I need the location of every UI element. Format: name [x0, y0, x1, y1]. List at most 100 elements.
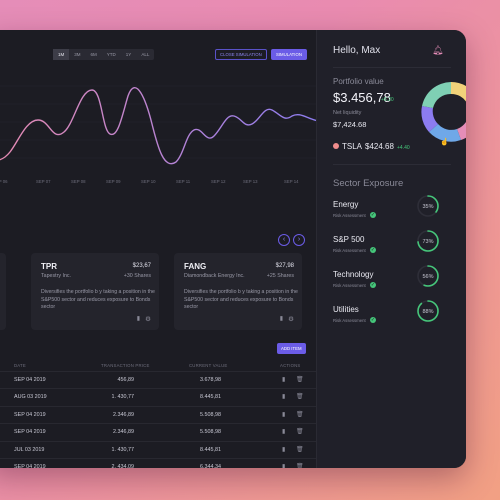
simulation-button[interactable]: SIMULATION [271, 49, 307, 60]
allocation-donut[interactable]: ☝ [417, 77, 466, 147]
tsla-ticker: TSLA [342, 142, 363, 151]
row-current-value: 5.508,98 [200, 429, 221, 436]
risk-label: Risk Assessment [333, 318, 366, 323]
row-date: SEP 04 2019 [14, 411, 46, 418]
x-tick-label: SEP 06 [0, 179, 8, 184]
sector-name: Utilities [333, 305, 359, 314]
bell-icon[interactable]: 🔔︎ [432, 45, 444, 55]
row-transaction-price: 2. 434,09 [111, 464, 134, 468]
sector-ring: 73% [417, 230, 439, 252]
col-current-value: CURRENT VALUE [189, 363, 228, 368]
stock-card-tpr[interactable]: TPR $23,67 Tapestry Inc. +30 Shares Dive… [31, 253, 159, 330]
risk-label: Risk Assessment [333, 213, 366, 218]
chart-series-line [0, 87, 316, 165]
tsla-price: $424.68 [365, 142, 394, 151]
card-description: Diversifies the portfolio b y taking a p… [184, 289, 298, 310]
sector-percent: 56% [422, 274, 433, 280]
col-actions: ACTIONS [280, 363, 301, 368]
add-item-button[interactable]: ADD ITEM [277, 343, 306, 354]
close-simulation-button[interactable]: CLOSE SIMULATION [215, 49, 267, 60]
x-tick-label: SEP 09 [106, 179, 121, 184]
portfolio-line-chart [0, 85, 316, 165]
gear-icon[interactable]: ⚙ [288, 316, 294, 323]
card-description: Diversifies the portfolio b y taking a p… [41, 289, 155, 310]
stock-card-fang[interactable]: FANG $27,98 Diamondback Energy Inc. +25 … [174, 253, 302, 330]
table-row: AUG 03 2019 1. 430,77 8.445,81 ▮ 🗑︎ [0, 388, 316, 406]
check-icon: ✓ [370, 282, 376, 288]
stock-card-partial[interactable]: $ s ⚙ [0, 253, 6, 330]
bar-chart-icon[interactable]: ▮ [279, 316, 283, 322]
trash-icon[interactable]: 🗑︎ [296, 394, 304, 401]
sector-ring: 56% [417, 265, 439, 287]
app-window: 1M 3M 6M YTD 1Y ALL CLOSE SIMULATION SIM… [0, 30, 466, 468]
range-selector: 1M 3M 6M YTD 1Y ALL [53, 49, 155, 60]
bar-chart-icon[interactable]: ▮ [282, 377, 286, 383]
range-1y[interactable]: 1Y [125, 52, 132, 57]
trash-icon[interactable]: 🗑︎ [296, 446, 304, 453]
card-ticker: FANG [184, 262, 207, 271]
prev-arrow-icon[interactable]: ‹ [278, 234, 290, 246]
row-transaction-price: 2.346,89 [113, 411, 134, 418]
range-1m[interactable]: 1M [53, 49, 70, 60]
range-all[interactable]: ALL [141, 52, 150, 57]
range-ytd[interactable]: YTD [106, 52, 116, 57]
col-transaction-price: TRANSACTION PRICE [101, 363, 150, 368]
sector-ring: 88% [417, 300, 439, 322]
sector-item[interactable]: Energy Risk Assessment ✓ 35% [333, 195, 457, 230]
trash-icon[interactable]: 🗑︎ [296, 411, 304, 418]
card-shares: +25 Shares [266, 273, 294, 279]
tsla-dot-icon [333, 143, 339, 149]
row-current-value: 3.678,98 [200, 377, 221, 383]
sector-percent: 35% [422, 204, 433, 210]
card-company: Diamondback Energy Inc. [184, 273, 245, 279]
portfolio-value: $3.456,78 [333, 90, 391, 105]
bar-chart-icon[interactable]: ▮ [282, 394, 286, 401]
card-price: $23,67 [132, 263, 151, 269]
range-3m[interactable]: 3M [74, 52, 81, 57]
sector-item[interactable]: Utilities Risk Assessment ✓ 88% [333, 300, 457, 335]
bar-chart-icon[interactable]: ▮ [136, 316, 140, 322]
check-icon: ✓ [370, 247, 376, 253]
sector-percent: 73% [422, 239, 433, 245]
sector-name: Energy [333, 200, 359, 209]
bar-chart-icon[interactable]: ▮ [282, 411, 286, 418]
table-row: SEP 04 2019 456,89 3.678,98 ▮ 🗑︎ [0, 371, 316, 389]
sector-item[interactable]: S&P 500 Risk Assessment ✓ 73% [333, 230, 457, 265]
table-row: SEP 04 2019 2. 434,09 6.344,34 ▮ 🗑︎ [0, 458, 316, 468]
sector-name: S&P 500 [333, 235, 365, 244]
net-liquidity-label: Net liquidity [333, 110, 362, 116]
trash-icon[interactable]: 🗑︎ [296, 377, 304, 383]
bar-chart-icon[interactable]: ▮ [282, 464, 286, 468]
sector-exposure-title: Sector Exposure [333, 178, 404, 189]
next-arrow-icon[interactable]: › [293, 234, 305, 246]
bar-chart-icon[interactable]: ▮ [282, 429, 286, 436]
x-tick-label: SEP 14 [284, 179, 299, 184]
sidebar: Hello, Max 🔔︎ Portfolio value $3.456,78 … [316, 30, 466, 468]
row-current-value: 5.508,98 [200, 411, 221, 418]
row-transaction-price: 1. 430,77 [111, 446, 134, 453]
x-tick-label: SEP 13 [243, 179, 258, 184]
trash-icon[interactable]: 🗑︎ [296, 464, 304, 468]
table-row: SEP 04 2019 2.346,89 5.508,98 ▮ 🗑︎ [0, 405, 316, 424]
x-tick-label: SEP 11 [176, 179, 191, 184]
trash-icon[interactable]: 🗑︎ [296, 429, 304, 436]
x-tick-label: SEP 07 [36, 179, 51, 184]
row-date: SEP 04 2019 [14, 377, 46, 383]
card-shares: +30 Shares [123, 273, 151, 279]
sector-name: Technology [333, 270, 374, 279]
row-date: AUG 03 2019 [14, 394, 47, 401]
row-transaction-price: 456,89 [117, 377, 135, 383]
net-liquidity-value: $7,424.68 [333, 120, 367, 129]
range-6m[interactable]: 6M [90, 52, 97, 57]
portfolio-change: +5.20 [381, 97, 394, 103]
bar-chart-icon[interactable]: ▮ [282, 446, 286, 453]
card-ticker: TPR [41, 262, 57, 271]
row-date: SEP 04 2019 [14, 429, 46, 436]
divider [333, 164, 451, 165]
portfolio-label: Portfolio value [333, 77, 384, 86]
sector-item[interactable]: Technology Risk Assessment ✓ 56% [333, 265, 457, 300]
gear-icon[interactable]: ⚙ [145, 316, 151, 323]
sector-percent: 88% [422, 309, 433, 315]
sector-ring: 35% [417, 195, 439, 217]
card-price: $27,98 [275, 263, 294, 269]
